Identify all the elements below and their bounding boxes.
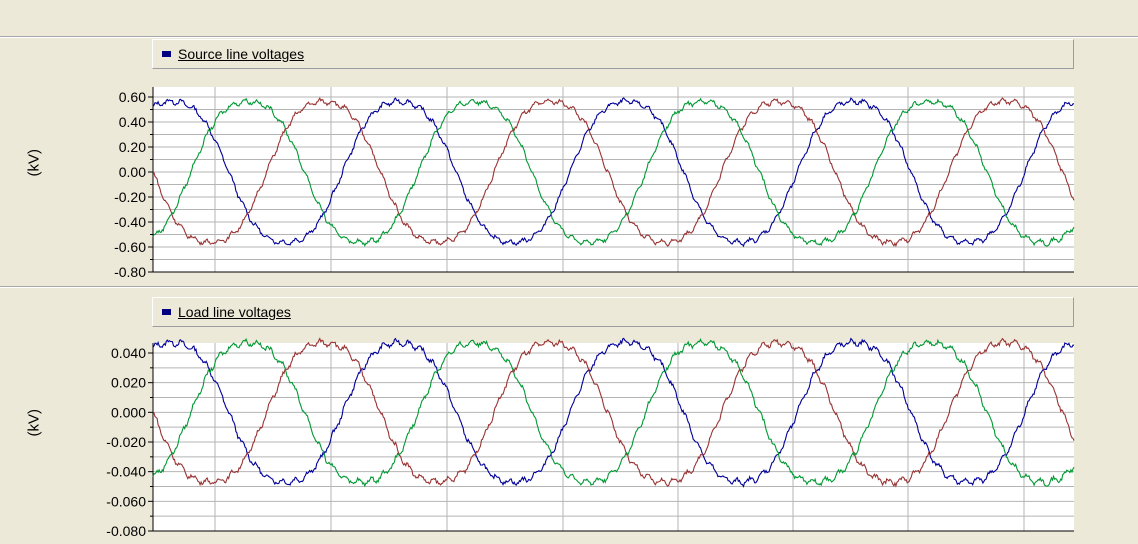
divider [0,287,1138,288]
series-line [152,337,1075,488]
series-line [152,97,1074,248]
y-tick-label: 0.20 [119,139,146,155]
y-tick-label: -0.060 [106,493,146,509]
toolbar-area [0,0,1138,36]
plot-area [153,343,1074,531]
series-line [152,97,1075,247]
legend-swatch [162,309,171,315]
y-tick-label: 0.000 [111,404,146,420]
y-tick-label: -0.60 [114,239,146,255]
divider [0,37,1138,38]
series-line [152,337,1075,488]
series-line [152,97,1075,248]
series-line [152,337,1075,488]
y-tick-label: -0.40 [114,214,146,230]
y-tick-label: 0.60 [119,89,146,105]
source-voltage-plot[interactable]: 0.60 0.40 0.20 0.00 -0.20 -0.40 -0.60 -0.80 [0,38,1138,285]
legend-swatch [162,51,171,57]
y-tick-label: 0.020 [111,375,146,391]
load-voltage-plot[interactable]: 0.040 0.020 0.000 -0.020 -0.040 -0.060 -0.080 [0,288,1138,544]
y-tick-label: -0.020 [106,434,146,450]
y-tick-label: -0.080 [106,523,146,539]
y-tick-label: 0.40 [119,114,146,130]
plot-area [153,87,1074,272]
source-legend-bar[interactable]: Source line voltages [152,39,1074,69]
load-legend-bar[interactable]: Load line voltages [152,297,1074,327]
chart-title[interactable]: Source line voltages [178,46,305,62]
chart-title[interactable]: Load line voltages [178,304,291,320]
load-voltage-panel: Load line voltages (kV) 0.040 0.020 0.000-… [0,288,1138,544]
y-tick-label: -0.040 [106,464,146,480]
divider [0,286,1138,287]
source-voltage-panel: Source line voltages (kV) 0.60 0.40 0.20 0.… [0,38,1138,285]
divider [0,36,1138,37]
y-tick-label: 0.040 [111,345,146,361]
y-tick-label: -0.80 [114,264,146,280]
y-tick-label: 0.00 [119,164,146,180]
y-tick-label: -0.20 [114,189,146,205]
